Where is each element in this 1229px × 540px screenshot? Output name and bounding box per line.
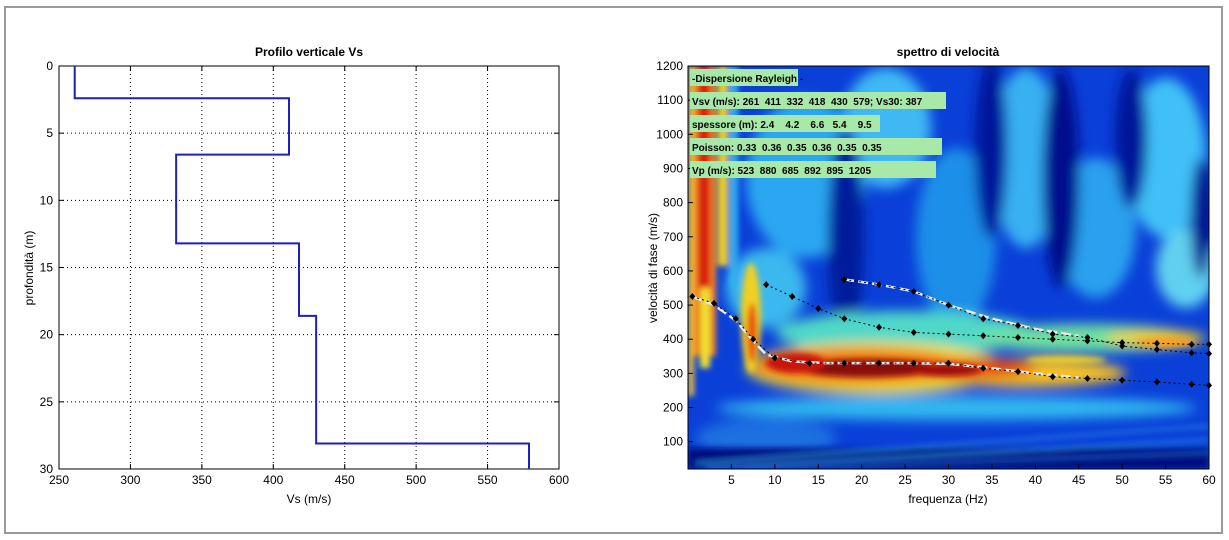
velocity-spectrum-chart: 5 10 15 20 25 30 35 40 45 50 55 60 100 200 300 400 500 6… [646, 45, 1216, 506]
x-tick-label: 400 [263, 473, 283, 487]
y-tick-label: 500 [663, 298, 683, 312]
x-tick-label: 35 [985, 473, 999, 487]
figure-window: 250 300 350 400 450 500 550 600 0 5 10 15 20 25 30 Pr… [4, 6, 1223, 534]
x-tick-label: 300 [120, 473, 140, 487]
y-tick-label: 900 [663, 161, 683, 175]
x-tick-label: 450 [335, 473, 355, 487]
y-tick-label: 1100 [657, 93, 683, 107]
x-tick-label: 500 [406, 473, 426, 487]
y-tick-label: 300 [663, 366, 683, 380]
y-tick-label: 5 [46, 126, 53, 140]
vs-profile-title: Profilo verticale Vs [255, 45, 363, 59]
spectrum-y-ticks: 100 200 300 400 500 600 700 800 900 1000 1100 1200 [656, 59, 693, 449]
x-tick-label: 30 [942, 473, 956, 487]
y-tick-label: 1000 [656, 127, 683, 141]
y-tick-label: 200 [663, 401, 683, 415]
spectrum-title: spettro di velocità [897, 45, 1000, 59]
vs-profile-chart: 250 300 350 400 450 500 550 600 0 5 10 15 20 25 30 Pr… [22, 45, 569, 506]
x-tick-label: 55 [1159, 473, 1173, 487]
x-tick-label: 600 [549, 473, 569, 487]
figure-canvas: 250 300 350 400 450 500 550 600 051015202530 Pr… [6, 8, 1221, 532]
x-tick-label: 10 [768, 473, 782, 487]
x-tick-label: 50 [1115, 473, 1129, 487]
annotation-vsv: Vsv (m/s): 261 411 332 418 430 579; Vs30… [692, 97, 923, 108]
spectrum-x-label: frequenza (Hz) [908, 492, 987, 506]
y-tick-label: 400 [663, 332, 683, 346]
x-tick-label: 550 [478, 473, 498, 487]
x-tick-label: 350 [192, 473, 212, 487]
x-tick-label: 60 [1202, 473, 1216, 487]
vs-profile-y-label: profondità (m) [22, 231, 36, 306]
x-tick-label: 5 [728, 473, 735, 487]
y-tick-label: 0 [46, 59, 53, 73]
y-tick-label: 20 [40, 328, 54, 342]
y-tick-label: 15 [40, 261, 54, 275]
y-tick-label: 700 [663, 230, 683, 244]
y-tick-label: 100 [663, 435, 683, 449]
x-tick-label: 40 [1029, 473, 1043, 487]
vs-profile-x-label: Vs (m/s) [287, 492, 332, 506]
y-tick-label: 10 [40, 193, 54, 207]
x-tick-label: 45 [1072, 473, 1086, 487]
y-tick-label: 25 [40, 395, 54, 409]
y-tick-label: 30 [40, 462, 54, 476]
annotation-poisson: Poisson: 0.33 0.36 0.35 0.36 0.35 0.35 [692, 143, 882, 154]
annotation-spessore: spessore (m): 2.4 4.2 6.6 5.4 9.5 [692, 120, 872, 131]
y-tick-label: 800 [663, 196, 683, 210]
annotation-title: -Dispersione Rayleigh - [692, 74, 803, 85]
x-tick-label: 20 [855, 473, 869, 487]
x-tick-label: 15 [812, 473, 826, 487]
y-tick-label: 1200 [656, 59, 683, 73]
x-tick-label: 25 [898, 473, 912, 487]
spectrum-y-label: velocità di fase (m/s) [646, 213, 660, 323]
annotation-vp: Vp (m/s): 523 880 685 892 895 1205 [692, 166, 871, 177]
y-tick-label: 600 [663, 264, 683, 278]
